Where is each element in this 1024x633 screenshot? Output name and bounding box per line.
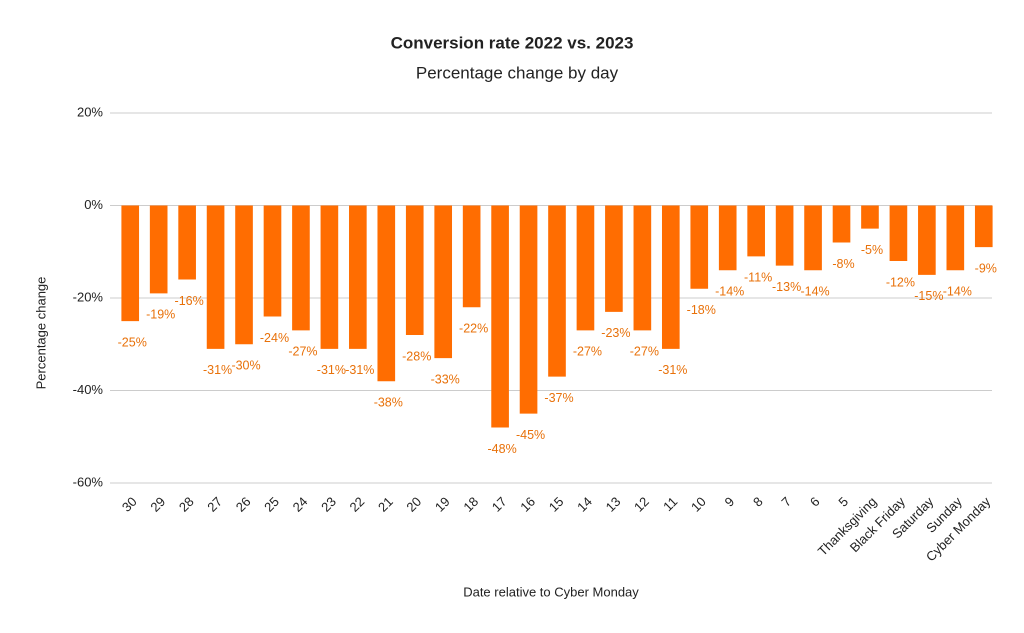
bar (946, 205, 965, 271)
x-tick-label: 7 (778, 494, 794, 510)
bar (263, 205, 282, 317)
x-tick-label: 29 (147, 494, 168, 515)
x-axis-label: Date relative to Cyber Monday (463, 584, 639, 599)
x-tick-label: 10 (688, 494, 709, 515)
data-label: -8% (832, 257, 854, 271)
x-tick-label: 8 (750, 494, 766, 510)
bar (206, 205, 225, 349)
bar (633, 205, 652, 331)
bar (861, 205, 879, 229)
bar (149, 205, 168, 294)
y-tick-label: 0% (84, 197, 103, 212)
x-tick-label: 20 (403, 494, 424, 515)
y-tick-label: 20% (77, 104, 103, 119)
data-label: -12% (886, 275, 915, 289)
x-tick-label: 14 (574, 494, 595, 515)
data-label: -45% (516, 428, 545, 442)
data-label: -14% (943, 285, 972, 299)
data-label: -48% (488, 442, 517, 456)
bar (974, 205, 993, 248)
data-label: -23% (601, 326, 630, 340)
data-label: -11% (744, 271, 772, 285)
data-label: -28% (402, 349, 431, 363)
data-label: -14% (800, 285, 829, 299)
x-tick-label: 23 (318, 494, 339, 515)
x-tick-label: 18 (460, 494, 481, 515)
y-tick-label: -60% (73, 474, 104, 489)
bar (320, 205, 339, 349)
data-label: -27% (630, 345, 659, 359)
data-label: -9% (975, 261, 997, 275)
x-tick-label: 9 (722, 494, 738, 510)
x-tick-label: 12 (631, 494, 652, 515)
data-label: -38% (374, 396, 403, 410)
bar (918, 205, 936, 275)
x-tick-label: 27 (204, 494, 225, 515)
data-label: -31% (345, 363, 374, 377)
data-label: -37% (544, 391, 573, 405)
x-tick-label: 21 (375, 494, 396, 515)
x-tick-label: 28 (176, 494, 197, 515)
data-label: -27% (288, 345, 317, 359)
bar (405, 205, 424, 335)
data-label: -30% (231, 359, 260, 373)
bar (605, 205, 623, 312)
bar (519, 205, 538, 414)
bar (121, 205, 140, 322)
bar (775, 205, 794, 266)
x-tick-label: 25 (261, 494, 282, 515)
x-tick-label: 26 (233, 494, 254, 515)
bar (349, 205, 367, 349)
data-label: -31% (658, 363, 687, 377)
x-tick-label: 5 (835, 494, 851, 510)
y-tick-label: -20% (73, 289, 104, 304)
data-label: -15% (914, 289, 943, 303)
bar (747, 205, 765, 257)
chart-subtitle: Percentage change by day (416, 63, 619, 82)
x-tick-label: 19 (432, 494, 453, 515)
data-label: -14% (715, 285, 744, 299)
data-label: -5% (861, 243, 883, 257)
x-tick-label: 11 (660, 494, 680, 514)
x-tick-label: 15 (546, 494, 567, 515)
bar (292, 205, 310, 331)
bar (832, 205, 851, 243)
x-tick-label: 17 (489, 494, 510, 515)
data-label: -19% (146, 308, 175, 322)
bar (889, 205, 908, 261)
data-label: -25% (118, 335, 147, 349)
y-axis-label: Percentage change (33, 277, 48, 390)
x-tick-label: 6 (807, 494, 823, 510)
data-label: -24% (260, 331, 289, 345)
y-tick-label: -40% (73, 382, 104, 397)
data-label: -22% (459, 322, 488, 336)
bar (462, 205, 481, 308)
data-label: -33% (431, 372, 460, 386)
data-label: -27% (573, 345, 602, 359)
bar (718, 205, 737, 271)
x-tick-label: 13 (603, 494, 624, 515)
bar (804, 205, 822, 271)
data-label: -31% (317, 363, 346, 377)
bar (548, 205, 566, 377)
bar (434, 205, 453, 359)
x-tick-label: 22 (347, 494, 368, 515)
bar (178, 205, 196, 280)
data-label: -18% (687, 303, 716, 317)
data-label: -31% (203, 363, 232, 377)
bar (661, 205, 680, 349)
x-tick-label: 24 (290, 494, 311, 515)
bar (377, 205, 396, 382)
bar (491, 205, 509, 428)
bar (690, 205, 709, 289)
data-label: -13% (772, 280, 801, 294)
x-tick-label: 30 (119, 494, 140, 515)
x-tick-label: 16 (517, 494, 538, 515)
bar (235, 205, 253, 345)
chart-title: Conversion rate 2022 vs. 2023 (391, 33, 634, 52)
data-label: -16% (175, 294, 204, 308)
bar (576, 205, 595, 331)
